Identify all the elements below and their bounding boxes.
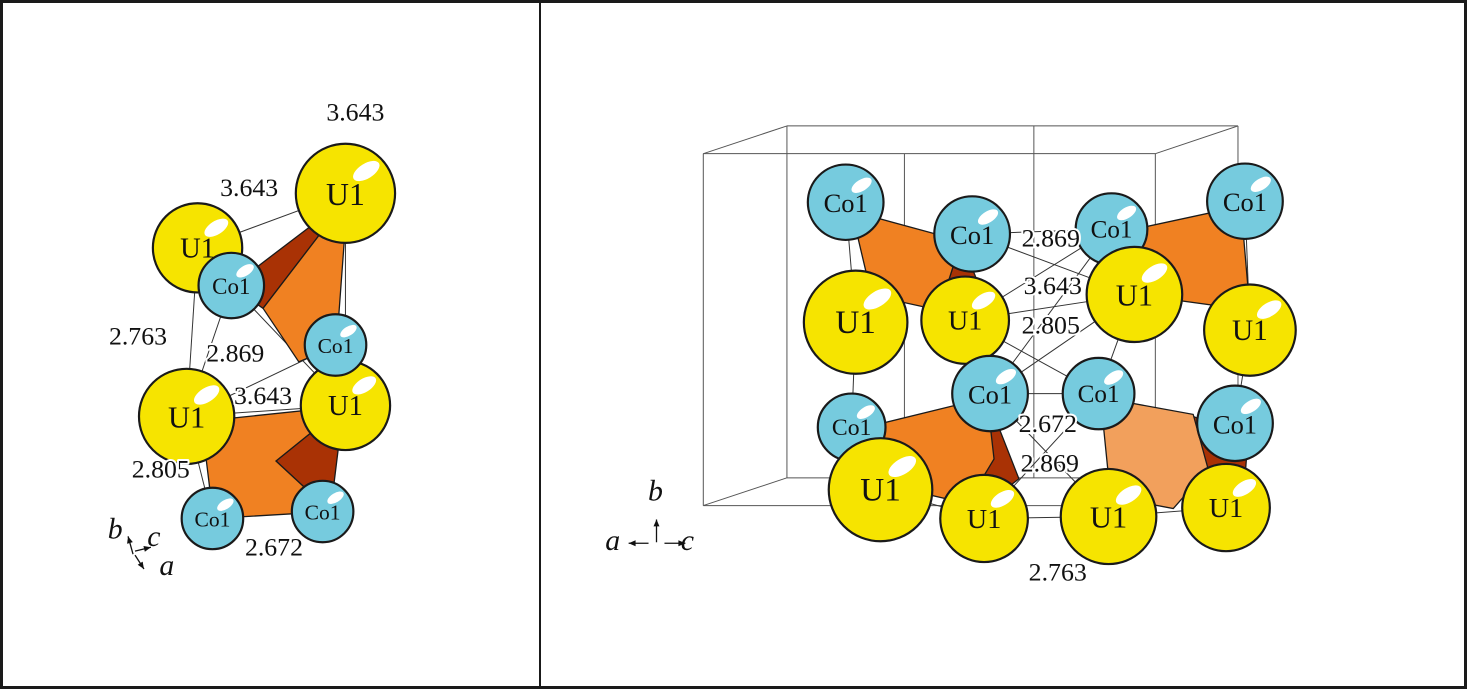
specular-highlight	[353, 160, 380, 182]
atom-label: Co1	[1223, 187, 1267, 217]
atom-label: Co1	[1213, 409, 1257, 439]
atom-label: Co1	[824, 188, 868, 218]
specular-highlight	[1240, 398, 1261, 415]
atom-label: Co1	[318, 334, 354, 358]
specular-highlight	[1141, 263, 1168, 283]
axis-arrowhead	[127, 536, 133, 544]
axis-label-c: c	[147, 520, 160, 553]
atom-label: U1	[1232, 315, 1268, 347]
distance-label: 2.869	[1022, 223, 1080, 252]
distance-label: 2.672	[1019, 409, 1077, 438]
distance-label: 3.643	[220, 173, 278, 202]
left-panel: U1 U1 U1 U1 Co1 Co1 Co1 Co1 3.643 3.643 2.763 2.869…	[3, 3, 541, 686]
specular-highlight	[352, 376, 377, 395]
specular-highlight	[995, 368, 1017, 385]
specular-highlight	[1256, 300, 1282, 319]
right-panel: Co1 Co1 Co1 Co1 U1 U1 U1 U1 Co1 Co1 Co1 Co1 U1 U1 U1 U1…	[541, 3, 1464, 686]
right-structure-svg: Co1 Co1 Co1 Co1 U1 U1 U1 U1 Co1 Co1 Co1 Co1 U1 U1 U1 U1…	[605, 125, 1297, 588]
axis-label-a: a	[159, 549, 174, 582]
axis-label-b: b	[108, 512, 123, 545]
distance-label: 2.869	[206, 338, 264, 367]
atom-label: U1	[180, 233, 215, 264]
atom-label: Co1	[832, 415, 871, 441]
distance-label: 2.805	[1022, 311, 1080, 340]
specular-highlight	[340, 324, 357, 338]
distance-label: 2.672	[245, 533, 303, 562]
distance-label: 2.869	[1021, 448, 1079, 477]
specular-highlight	[863, 288, 892, 310]
specular-highlight	[977, 209, 999, 225]
specular-highlight	[990, 489, 1015, 508]
axis-arrowhead	[137, 561, 144, 570]
specular-highlight	[327, 491, 344, 504]
unit-cell-edge	[1155, 125, 1239, 155]
atom-label: U1	[967, 504, 1001, 535]
distance-label: 2.763	[109, 322, 167, 351]
distance-label: 2.763	[1029, 558, 1087, 587]
distance-label: 2.805	[132, 454, 190, 483]
axis-arrowhead	[628, 540, 636, 547]
atom-label: Co1	[212, 274, 250, 299]
atom-label: U1	[1116, 278, 1153, 312]
specular-highlight	[1250, 176, 1271, 192]
distance-label: 3.643	[1024, 271, 1082, 300]
atom-label: Co1	[305, 501, 341, 525]
atom-label: U1	[948, 306, 982, 337]
specular-highlight	[856, 405, 875, 419]
specular-highlight	[888, 456, 917, 478]
axis-label-b: b	[648, 475, 663, 508]
specular-highlight	[1232, 479, 1257, 497]
specular-highlight	[1117, 205, 1137, 221]
axis-arrowhead	[678, 540, 686, 547]
atom-label: U1	[168, 400, 205, 434]
specular-highlight	[217, 498, 234, 511]
specular-highlight	[193, 385, 220, 405]
atom-label: Co1	[1078, 381, 1120, 408]
atom-label: U1	[860, 473, 901, 509]
distance-label: 3.643	[234, 381, 292, 410]
distance-label: 3.643	[326, 98, 384, 127]
axis-arrowhead	[653, 519, 660, 527]
atom-label: U1	[1209, 493, 1243, 524]
atom-label: Co1	[194, 507, 230, 531]
specular-highlight	[1115, 485, 1142, 505]
atom-label: U1	[1090, 501, 1127, 535]
atom-label: Co1	[950, 220, 994, 250]
specular-highlight	[236, 264, 254, 278]
atom-label: U1	[835, 305, 876, 341]
axis-label-c: c	[681, 524, 694, 557]
axis-arrowhead	[143, 546, 151, 552]
specular-highlight	[851, 177, 872, 193]
axis-label-a: a	[605, 524, 620, 557]
specular-highlight	[204, 218, 229, 237]
atom-label: U1	[328, 391, 363, 422]
atom-label: Co1	[968, 380, 1012, 410]
atom-label: Co1	[1091, 217, 1133, 244]
unit-cell-edge	[703, 125, 788, 155]
unit-cell-edge	[703, 477, 788, 507]
left-structure-svg: U1 U1 U1 U1 Co1 Co1 Co1 Co1 3.643 3.643 2.763 2.869…	[107, 96, 397, 582]
atom-label: U1	[326, 177, 365, 212]
specular-highlight	[971, 291, 996, 310]
specular-highlight	[1104, 370, 1124, 385]
